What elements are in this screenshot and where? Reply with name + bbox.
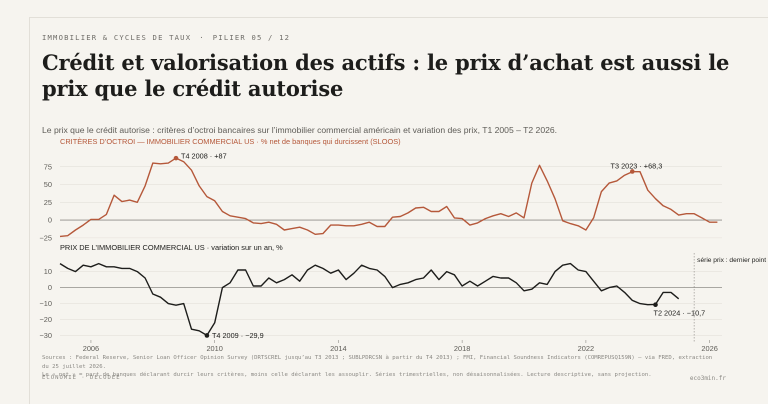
annotation-dot (204, 333, 210, 338)
x-tick-label: 2026 (701, 344, 717, 353)
sources-text: Sources : Federal Reserve, Senior Loan O… (42, 355, 713, 370)
y-tick-lending: 75 (44, 162, 52, 171)
x-tick-label: 2006 (83, 344, 99, 353)
annotation-label: T4 2009 · −29,9 (212, 331, 264, 340)
x-tick-label: 2022 (578, 344, 594, 353)
annotation-label: T4 2008 · +87 (181, 152, 227, 161)
annotations-prices: T4 2009 · −29,9 T2 2024 · −10,7 série prix… (204, 257, 766, 340)
panel-lending-standards: CRITÈRES D’OCTROI — IMMOBILIER COMMERCIA… (39, 137, 722, 242)
annotation-dot (629, 169, 635, 174)
y-tick-lending: 50 (44, 180, 52, 189)
y-tick-prices: −20 (39, 315, 52, 324)
x-tick-label: 2014 (330, 344, 346, 353)
y-tick-lending: 25 (44, 198, 52, 207)
annotation-dot (653, 302, 658, 308)
y-tick-prices: 0 (48, 283, 52, 292)
page-frame (29, 17, 768, 404)
annotation-label: série prix : dernier point (697, 257, 766, 264)
methodology-note: Le « net » = part de banques déclarant d… (42, 372, 652, 378)
y-tick-prices: 10 (44, 267, 52, 276)
panel-prices: PRIX DE L’IMMOBILIER COMMERCIAL US · var… (39, 243, 766, 353)
site-link[interactable]: eco3min.fr (689, 375, 726, 382)
kicker-pillar: PILIER 05 / 12 (212, 33, 291, 42)
y-tick-prices: −30 (39, 331, 52, 340)
annotation-dot (173, 155, 179, 161)
chart-subtitle: Le prix que le crédit autorise : critère… (42, 125, 558, 135)
panel-title-lending: CRITÈRES D’OCTROI — IMMOBILIER COMMERCIA… (60, 137, 401, 146)
sources-block: Sources : Federal Reserve, Senior Loan O… (42, 354, 722, 380)
y-tick-prices: −10 (39, 299, 52, 308)
y-tick-lending: 0 (48, 216, 52, 225)
page-title: Crédit et valorisation des actifs : le p… (42, 50, 730, 101)
kicker-section: IMMOBILIER & CYCLES DE TAUX (42, 33, 192, 42)
y-axis-lending: 75 50 25 0 −25 (39, 162, 722, 242)
annotations-lending: T4 2008 · +87 T3 2023 · +68,3 (173, 152, 663, 174)
panel-title-prices: PRIX DE L’IMMOBILIER COMMERCIAL US · var… (60, 243, 283, 252)
series-line-prices (59, 262, 680, 337)
kicker-separator: · (199, 33, 205, 42)
brand-label: ÉCONOMIE · DÉCODÉE (42, 375, 121, 381)
x-tick-label: 2010 (206, 344, 222, 353)
kicker: IMMOBILIER & CYCLES DE TAUX · PILIER 05 / … (42, 33, 290, 42)
annotation-label: T3 2023 · +68,3 (611, 161, 663, 170)
annotation-label: T2 2024 · −10,7 (653, 309, 705, 318)
y-tick-lending: −25 (39, 233, 52, 242)
x-tick-label: 2018 (454, 344, 470, 353)
x-axis: 2006 2010 2014 2018 2022 2026 (83, 340, 718, 353)
series-line-lending (59, 157, 718, 238)
y-axis-prices: 10 0 −10 −20 −30 (39, 267, 722, 340)
